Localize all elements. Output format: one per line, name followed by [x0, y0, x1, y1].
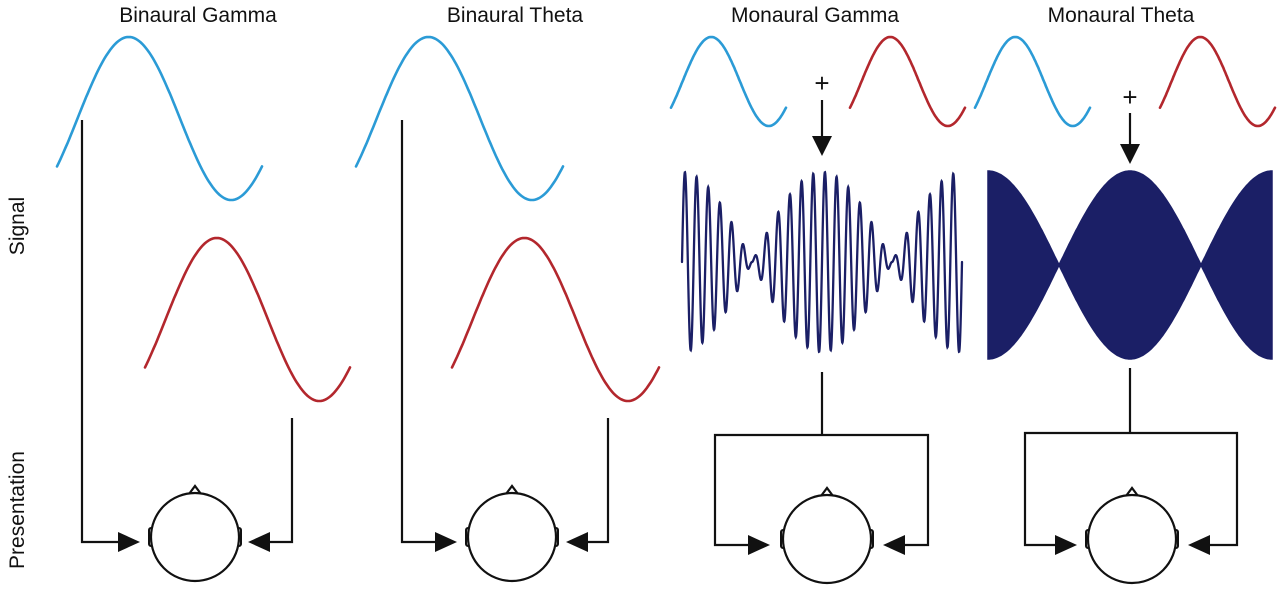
right-tone-wave: [1158, 35, 1277, 128]
left-channel-line: [80, 120, 118, 544]
left-tone-wave: [354, 35, 565, 202]
mono-feed-line: [1023, 368, 1239, 547]
head-icon: [1085, 486, 1179, 585]
arrow-down-icon: [1120, 144, 1140, 164]
title-binaural-theta: Binaural Theta: [447, 4, 584, 27]
combined-signal-wave: [680, 170, 964, 354]
column-monaural-gamma: +: [669, 35, 967, 585]
head-icon: [780, 486, 874, 585]
arrow-left-icon: [1188, 535, 1210, 555]
arrow-left-icon: [248, 532, 270, 552]
combined-signal-envelope: [987, 170, 1273, 360]
row-label-signal: Signal: [6, 197, 29, 255]
arrow-left-icon: [566, 532, 588, 552]
left-channel-line: [400, 120, 435, 544]
left-tone-wave: [973, 35, 1092, 128]
arrow-right-icon: [435, 532, 457, 552]
column-monaural-theta: +: [973, 35, 1277, 585]
left-tone-wave: [669, 35, 788, 128]
arrow-right-icon: [748, 535, 770, 555]
title-monaural-gamma: Monaural Gamma: [731, 4, 899, 27]
head-icon: [148, 484, 242, 583]
left-tone-wave: [55, 35, 264, 202]
arrow-right-icon: [118, 532, 140, 552]
title-binaural-gamma: Binaural Gamma: [119, 4, 277, 27]
column-binaural-theta: [354, 35, 661, 583]
arrow-down-icon: [812, 136, 832, 156]
sum-symbol: +: [814, 68, 829, 98]
right-tone-wave: [450, 236, 661, 403]
row-label-presentation: Presentation: [6, 451, 29, 569]
right-channel-line: [270, 418, 294, 544]
column-binaural-gamma: [55, 35, 352, 583]
arrow-left-icon: [883, 535, 905, 555]
head-icon: [465, 484, 559, 583]
mono-feed-line: [713, 372, 930, 547]
arrow-right-icon: [1055, 535, 1077, 555]
right-tone-wave: [143, 236, 352, 403]
title-monaural-theta: Monaural Theta: [1048, 4, 1195, 27]
sum-symbol: +: [1122, 82, 1137, 112]
right-channel-line: [588, 418, 610, 544]
right-tone-wave: [848, 35, 967, 128]
